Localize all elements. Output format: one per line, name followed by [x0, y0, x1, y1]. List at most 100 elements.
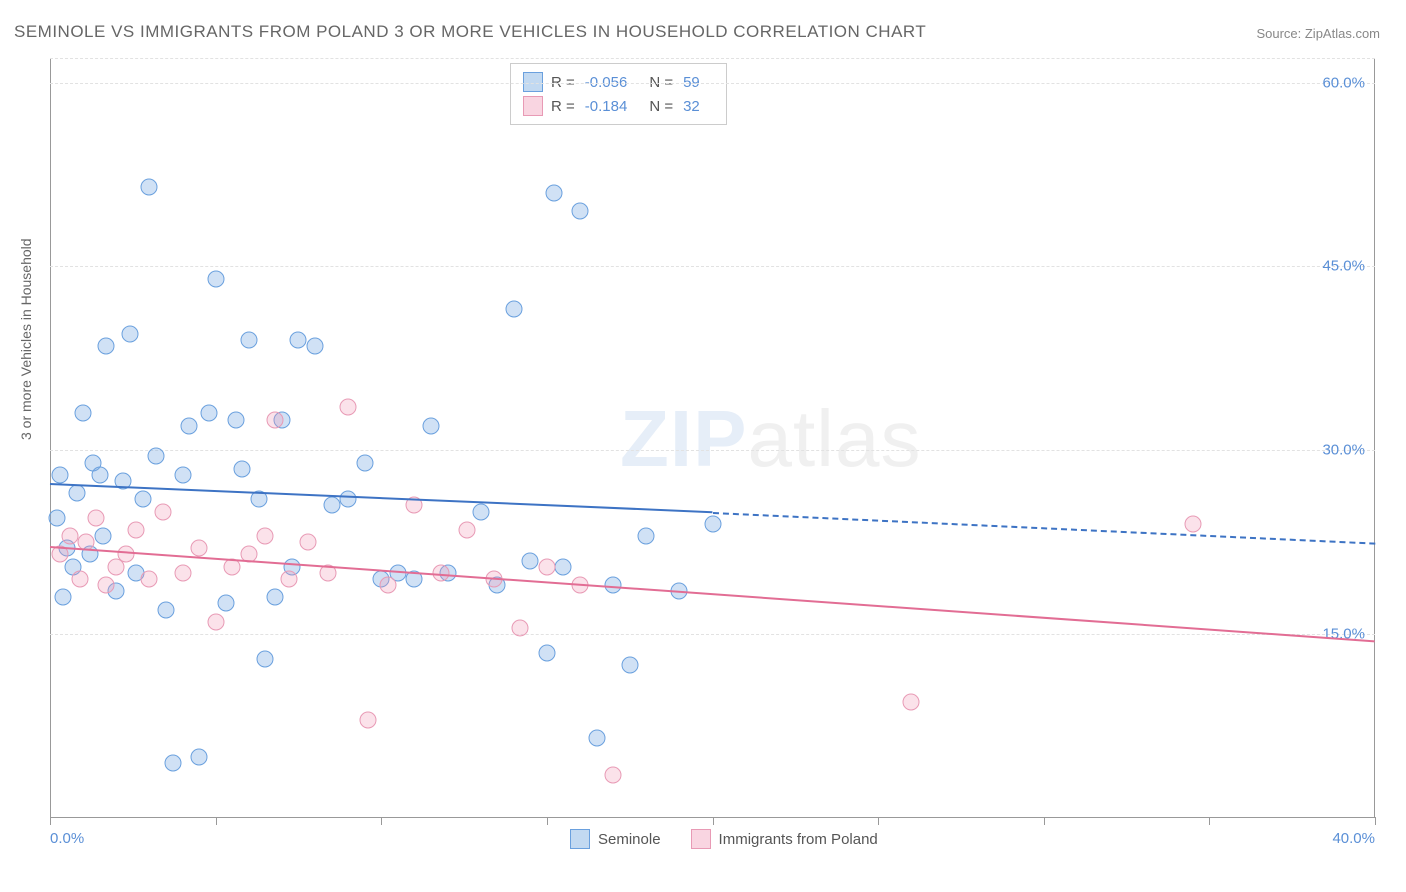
trend-line: [50, 546, 1375, 642]
data-point: [257, 528, 274, 545]
data-point: [55, 589, 72, 606]
data-point: [227, 411, 244, 428]
data-point: [181, 417, 198, 434]
data-point: [191, 748, 208, 765]
data-point: [379, 577, 396, 594]
n-label: N =: [649, 98, 673, 115]
gridline: [50, 634, 1375, 635]
x-tick-label: 40.0%: [1332, 830, 1375, 847]
swatch-pink: [691, 829, 711, 849]
x-tick: [381, 817, 382, 825]
data-point: [174, 564, 191, 581]
data-point: [207, 270, 224, 287]
legend-series: Seminole Immigrants from Poland: [570, 829, 878, 849]
data-point: [307, 338, 324, 355]
data-point: [71, 570, 88, 587]
data-point: [98, 577, 115, 594]
data-point: [75, 405, 92, 422]
data-point: [704, 515, 721, 532]
swatch-pink: [523, 96, 543, 116]
data-point: [621, 656, 638, 673]
gridline: [50, 58, 1375, 59]
data-point: [572, 203, 589, 220]
data-point: [538, 558, 555, 575]
data-point: [154, 503, 171, 520]
x-tick: [50, 817, 51, 825]
data-point: [48, 509, 65, 526]
y-axis-label: 3 or more Vehicles in Household: [18, 238, 34, 440]
data-point: [61, 528, 78, 545]
left-axis: [50, 58, 51, 817]
legend-label: Seminole: [598, 831, 661, 848]
data-point: [128, 521, 145, 538]
data-point: [174, 466, 191, 483]
data-point: [51, 466, 68, 483]
data-point: [290, 331, 307, 348]
data-point: [267, 589, 284, 606]
data-point: [88, 509, 105, 526]
data-point: [267, 411, 284, 428]
data-point: [300, 534, 317, 551]
chart-title: SEMINOLE VS IMMIGRANTS FROM POLAND 3 OR …: [14, 22, 926, 42]
source-label: Source: ZipAtlas.com: [1256, 26, 1380, 41]
data-point: [538, 644, 555, 661]
data-point: [240, 331, 257, 348]
data-point: [422, 417, 439, 434]
data-point: [522, 552, 539, 569]
data-point: [141, 178, 158, 195]
data-point: [360, 711, 377, 728]
x-tick: [1209, 817, 1210, 825]
data-point: [134, 491, 151, 508]
y-tick-label: 60.0%: [1322, 74, 1365, 91]
legend-label: Immigrants from Poland: [719, 831, 878, 848]
watermark-zip: ZIP: [620, 394, 747, 483]
watermark: ZIPatlas: [620, 393, 921, 485]
data-point: [207, 613, 224, 630]
data-point: [201, 405, 218, 422]
gridline: [50, 83, 1375, 84]
data-point: [638, 528, 655, 545]
right-axis: [1374, 58, 1375, 817]
x-tick: [878, 817, 879, 825]
data-point: [191, 540, 208, 557]
r-label: R =: [551, 98, 575, 115]
data-point: [157, 601, 174, 618]
x-tick-label: 0.0%: [50, 830, 84, 847]
data-point: [472, 503, 489, 520]
data-point: [118, 546, 135, 563]
data-point: [280, 570, 297, 587]
y-tick-label: 30.0%: [1322, 442, 1365, 459]
data-point: [512, 620, 529, 637]
data-point: [588, 730, 605, 747]
x-tick: [216, 817, 217, 825]
data-point: [340, 399, 357, 416]
data-point: [234, 460, 251, 477]
data-point: [257, 650, 274, 667]
swatch-blue: [570, 829, 590, 849]
chart-container: SEMINOLE VS IMMIGRANTS FROM POLAND 3 OR …: [0, 0, 1406, 892]
gridline: [50, 450, 1375, 451]
data-point: [217, 595, 234, 612]
data-point: [68, 485, 85, 502]
legend-item: Immigrants from Poland: [691, 829, 878, 849]
gridline: [50, 266, 1375, 267]
watermark-atlas: atlas: [747, 394, 921, 483]
data-point: [91, 466, 108, 483]
x-tick: [1044, 817, 1045, 825]
data-point: [903, 693, 920, 710]
data-point: [605, 767, 622, 784]
data-point: [141, 570, 158, 587]
data-point: [323, 497, 340, 514]
data-point: [356, 454, 373, 471]
plot-area: ZIPatlas R = -0.056 N = 59 R = -0.184 N …: [50, 58, 1375, 818]
data-point: [459, 521, 476, 538]
data-point: [148, 448, 165, 465]
n-value: 32: [683, 98, 700, 115]
r-value: -0.184: [585, 98, 628, 115]
data-point: [555, 558, 572, 575]
data-point: [164, 754, 181, 771]
y-tick-label: 45.0%: [1322, 258, 1365, 275]
legend-item: Seminole: [570, 829, 661, 849]
x-tick: [1375, 817, 1376, 825]
data-point: [505, 301, 522, 318]
